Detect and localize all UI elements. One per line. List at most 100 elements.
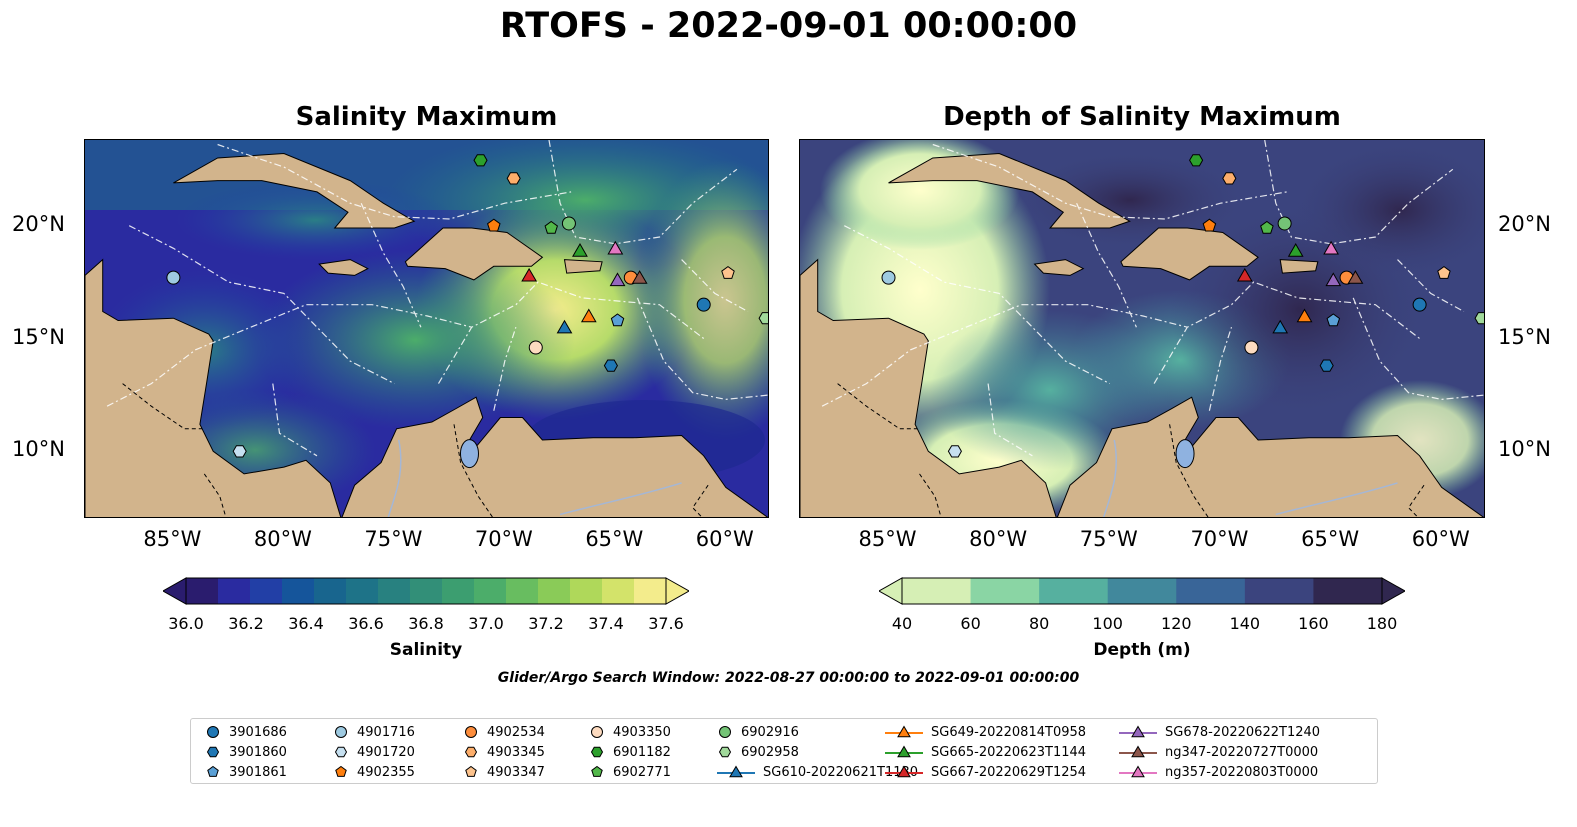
marker-6901182 bbox=[1189, 154, 1204, 167]
legend-circle-icon bbox=[207, 726, 219, 738]
legend-triangle-icon bbox=[1119, 765, 1157, 778]
depth-colorbar bbox=[879, 577, 1405, 605]
colorbar-tick-label: 37.2 bbox=[528, 614, 564, 633]
colorbar-tick-label: 120 bbox=[1161, 614, 1192, 633]
legend-pentagon-icon bbox=[591, 765, 603, 777]
salinity-colorbar-label: Salinity bbox=[389, 640, 463, 660]
legend-item: SG678-20220622T1240 bbox=[1119, 722, 1320, 742]
left-lat-tick: 20°N bbox=[12, 211, 65, 236]
colorbar-tick-label: 37.0 bbox=[468, 614, 504, 633]
marker-4901720 bbox=[947, 445, 962, 458]
colorbar-segment bbox=[282, 578, 315, 604]
legend-circle-icon bbox=[465, 726, 477, 738]
marker-4903350 bbox=[1244, 340, 1259, 355]
colorbar-tick-label: 180 bbox=[1366, 614, 1398, 633]
colorbar-segment bbox=[570, 578, 603, 604]
salinity-max-map bbox=[84, 139, 769, 518]
marker-SG678-20220622T1240 bbox=[609, 272, 626, 287]
legend-marker bbox=[718, 746, 732, 758]
legend-circle-icon bbox=[591, 726, 603, 738]
legend: 3901686 3901860 3901861 4901716 4901720 49023… bbox=[190, 718, 1378, 784]
colorbar-segment bbox=[186, 578, 219, 604]
legend-item: SG665-20220623T1144 bbox=[885, 742, 1086, 762]
legend-label: 4903345 bbox=[487, 744, 545, 760]
legend-marker bbox=[207, 765, 219, 777]
depth-salinity-max-plot bbox=[800, 140, 1484, 517]
left-lon-tick: 65°W bbox=[585, 527, 644, 551]
colorbar-segment bbox=[346, 578, 379, 604]
marker-3901860 bbox=[1319, 359, 1334, 372]
colorbar-segment bbox=[1313, 578, 1383, 604]
colorbar-segment bbox=[474, 578, 507, 604]
legend-triangle-icon bbox=[885, 765, 923, 778]
colorbar-segment bbox=[538, 578, 571, 604]
colorbar-segment bbox=[218, 578, 251, 604]
legend-label: 3901686 bbox=[229, 724, 287, 740]
observation-markers bbox=[881, 154, 1484, 458]
lake-maracaibo bbox=[1175, 439, 1195, 469]
legend-label: 3901860 bbox=[229, 744, 287, 760]
colorbar-segment bbox=[902, 578, 972, 604]
legend-hexagon-icon bbox=[590, 746, 604, 758]
legend-item: 4901716 bbox=[333, 722, 415, 742]
land bbox=[800, 152, 1484, 517]
colorbar-tick-label: 36.0 bbox=[168, 614, 204, 633]
land bbox=[85, 152, 768, 517]
jamaica bbox=[318, 259, 369, 276]
legend-item: ng357-20220803T0000 bbox=[1119, 762, 1318, 782]
marker-6902771 bbox=[544, 220, 558, 234]
legend-triangle-icon bbox=[885, 745, 923, 758]
legend-marker bbox=[1131, 725, 1145, 738]
legend-marker bbox=[464, 746, 478, 758]
legend-label: SG667-20220629T1254 bbox=[931, 764, 1087, 780]
central-america bbox=[85, 258, 342, 517]
right-lon-tick: 65°W bbox=[1301, 527, 1360, 551]
colorbar-segment bbox=[250, 578, 283, 604]
legend-marker bbox=[1131, 765, 1145, 778]
legend-circle-icon bbox=[719, 726, 731, 738]
legend-item: 6901182 bbox=[589, 742, 671, 762]
legend-label: 4903347 bbox=[487, 764, 545, 780]
figure-title: RTOFS - 2022-09-01 00:00:00 bbox=[499, 6, 1078, 46]
legend-marker bbox=[590, 746, 604, 758]
marker-SG610-20220621T1130 bbox=[1272, 319, 1289, 334]
legend-label: 6901182 bbox=[613, 744, 671, 760]
left-lon-tick: 75°W bbox=[364, 527, 423, 551]
legend-item: 3901860 bbox=[205, 742, 287, 762]
colorbar-segment bbox=[1107, 578, 1177, 604]
legend-item: 6902771 bbox=[589, 762, 671, 782]
left-lat-tick: 10°N bbox=[12, 437, 65, 462]
legend-label: ng357-20220803T0000 bbox=[1165, 764, 1319, 780]
colorbar-tick-label: 36.4 bbox=[288, 614, 324, 633]
legend-marker bbox=[591, 765, 603, 777]
marker-SG665-20220623T1144 bbox=[572, 243, 588, 257]
salinity-max-plot bbox=[85, 140, 768, 517]
marker-3901686 bbox=[1412, 297, 1427, 312]
legend-item: SG610-20220621T1130 bbox=[717, 762, 918, 782]
legend-marker bbox=[719, 726, 731, 738]
puerto-rico bbox=[563, 259, 603, 274]
central-america bbox=[800, 258, 1057, 517]
colorbar-tick-label: 37.4 bbox=[588, 614, 624, 633]
salinity-colorbar bbox=[163, 577, 689, 605]
legend-item: 4903350 bbox=[589, 722, 671, 742]
legend-label: SG610-20220621T1130 bbox=[763, 764, 919, 780]
marker-SG610-20220621T1130 bbox=[556, 319, 573, 334]
marker-4903345 bbox=[1222, 172, 1237, 185]
legend-item: 6902916 bbox=[717, 722, 799, 742]
legend-marker bbox=[591, 726, 603, 738]
search-window-note: Glider/Argo Search Window: 2022-08-27 00… bbox=[497, 670, 1080, 686]
puerto-rico bbox=[1279, 259, 1319, 274]
legend-hexagon-icon bbox=[464, 746, 478, 758]
marker-4903350 bbox=[528, 340, 543, 355]
marker-3901861 bbox=[610, 313, 625, 327]
colorbar-tick-label: 100 bbox=[1092, 614, 1123, 633]
marker-3901861 bbox=[1326, 313, 1341, 327]
legend-triangle-icon bbox=[1119, 745, 1157, 758]
colorbar-segment bbox=[442, 578, 475, 604]
legend-item: 4903345 bbox=[463, 742, 545, 762]
marker-ng347-20220727T0000 bbox=[1347, 270, 1364, 284]
legend-label: SG649-20220814T0958 bbox=[931, 724, 1087, 740]
colorbar-tick-label: 80 bbox=[1028, 614, 1050, 633]
marker-3901860 bbox=[603, 359, 618, 372]
